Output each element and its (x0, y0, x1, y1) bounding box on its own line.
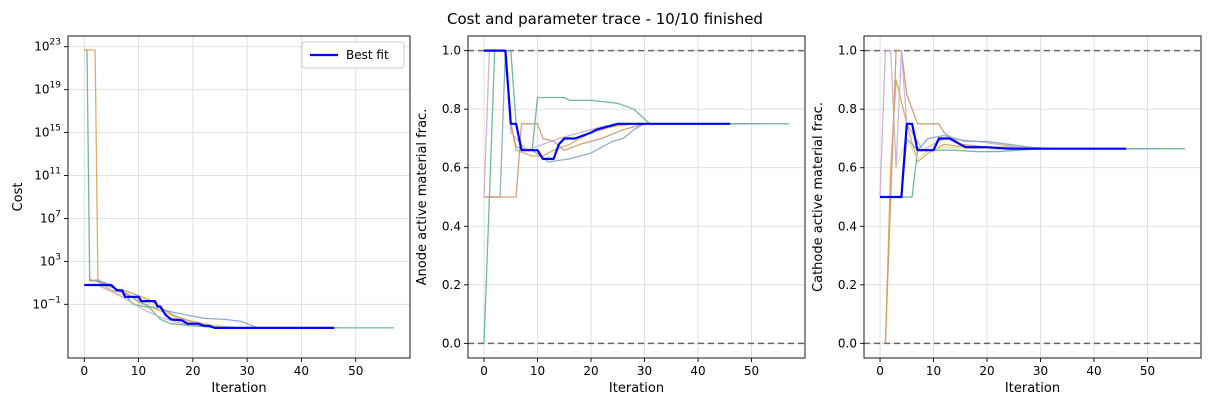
x-tick-label: 30 (240, 364, 255, 378)
y-axis-label: Cathode active material frac. (811, 102, 826, 292)
x-axis-label: Iteration (609, 381, 664, 396)
x-tick-label: 0 (876, 364, 884, 378)
axes-frame (467, 35, 806, 359)
y-tick-label: 1019 (34, 81, 61, 97)
legend-box (301, 41, 405, 69)
y-tick-label: 0.6 (442, 161, 461, 175)
y-tick-label: 107 (40, 209, 61, 225)
trace-line (884, 49, 1094, 344)
y-tick-label: 1.0 (838, 44, 857, 58)
x-axis-label: Iteration (211, 381, 266, 396)
x-tick-label: 50 (348, 364, 363, 378)
y-tick-label: 10−1 (32, 295, 61, 311)
y-tick-label: 0.2 (838, 278, 857, 292)
y-tick-label: 0.2 (442, 278, 461, 292)
x-tick-label: 10 (131, 364, 146, 378)
y-tick-label: 0.0 (442, 336, 461, 350)
trace-line (880, 134, 1159, 198)
x-tick-label: 50 (1140, 364, 1155, 378)
trace-line (84, 49, 394, 329)
x-tick-label: 30 (1033, 364, 1048, 378)
x-tick-label: 30 (637, 364, 652, 378)
axes-frame (863, 35, 1202, 359)
trace-line (483, 49, 789, 344)
x-tick-label: 10 (530, 364, 545, 378)
x-tick-label: 20 (583, 364, 598, 378)
legend-label: Best fit (346, 48, 389, 62)
y-tick-label: 0.4 (442, 219, 461, 233)
x-tick-label: 0 (80, 364, 88, 378)
trace-line (84, 49, 334, 329)
x-tick-label: 20 (185, 364, 200, 378)
y-tick-label: 0.4 (838, 219, 857, 233)
axes-frame (67, 35, 411, 359)
chart-panels: 0 10 20 30 40 50 Iteration 10−1 103 107 1011 1015 10… (11, 35, 1202, 396)
chart-panel-2: 0 10 20 30 40 50 Iteration 0.0 0.2 0.4 0.6 0.8 1.0 An… (415, 35, 806, 396)
best-fit-line (84, 283, 334, 329)
x-tick-label: 0 (480, 364, 488, 378)
trace-line (89, 278, 302, 329)
x-tick-label: 40 (690, 364, 705, 378)
legend: Best fit (301, 41, 405, 69)
best-fit-line (880, 122, 1127, 199)
chart-panel-3: 0 10 20 30 40 50 Iteration 0.0 0.2 0.4 0.6 0.8 1.0 Ca… (811, 35, 1202, 396)
y-tick-label: 0.0 (838, 336, 857, 350)
x-tick-label: 50 (744, 364, 759, 378)
x-tick-label: 20 (979, 364, 994, 378)
x-axis-label: Iteration (1005, 381, 1060, 396)
x-tick-label: 40 (1086, 364, 1101, 378)
y-tick-label: 0.6 (838, 161, 857, 175)
y-tick-label: 0.8 (442, 102, 461, 116)
x-tick-label: 10 (926, 364, 941, 378)
y-tick-label: 0.8 (838, 102, 857, 116)
y-tick-label: 1011 (34, 167, 61, 183)
x-tick-label: 40 (294, 364, 309, 378)
y-tick-label: 1.0 (442, 44, 461, 58)
figure-title: Cost and parameter trace - 10/10 finishe… (447, 10, 763, 28)
best-fit-line (484, 49, 731, 160)
trace-line (94, 278, 340, 329)
y-axis-label: Cost (11, 183, 26, 212)
y-tick-label: 1015 (34, 124, 61, 140)
y-tick-label: 1023 (34, 38, 61, 54)
y-axis-label: Anode active material frac. (415, 109, 430, 286)
chart-panel-1: 0 10 20 30 40 50 Iteration 10−1 103 107 1011 1015 10… (11, 35, 411, 396)
trace-line (884, 79, 1127, 344)
y-tick-label: 103 (40, 252, 61, 268)
